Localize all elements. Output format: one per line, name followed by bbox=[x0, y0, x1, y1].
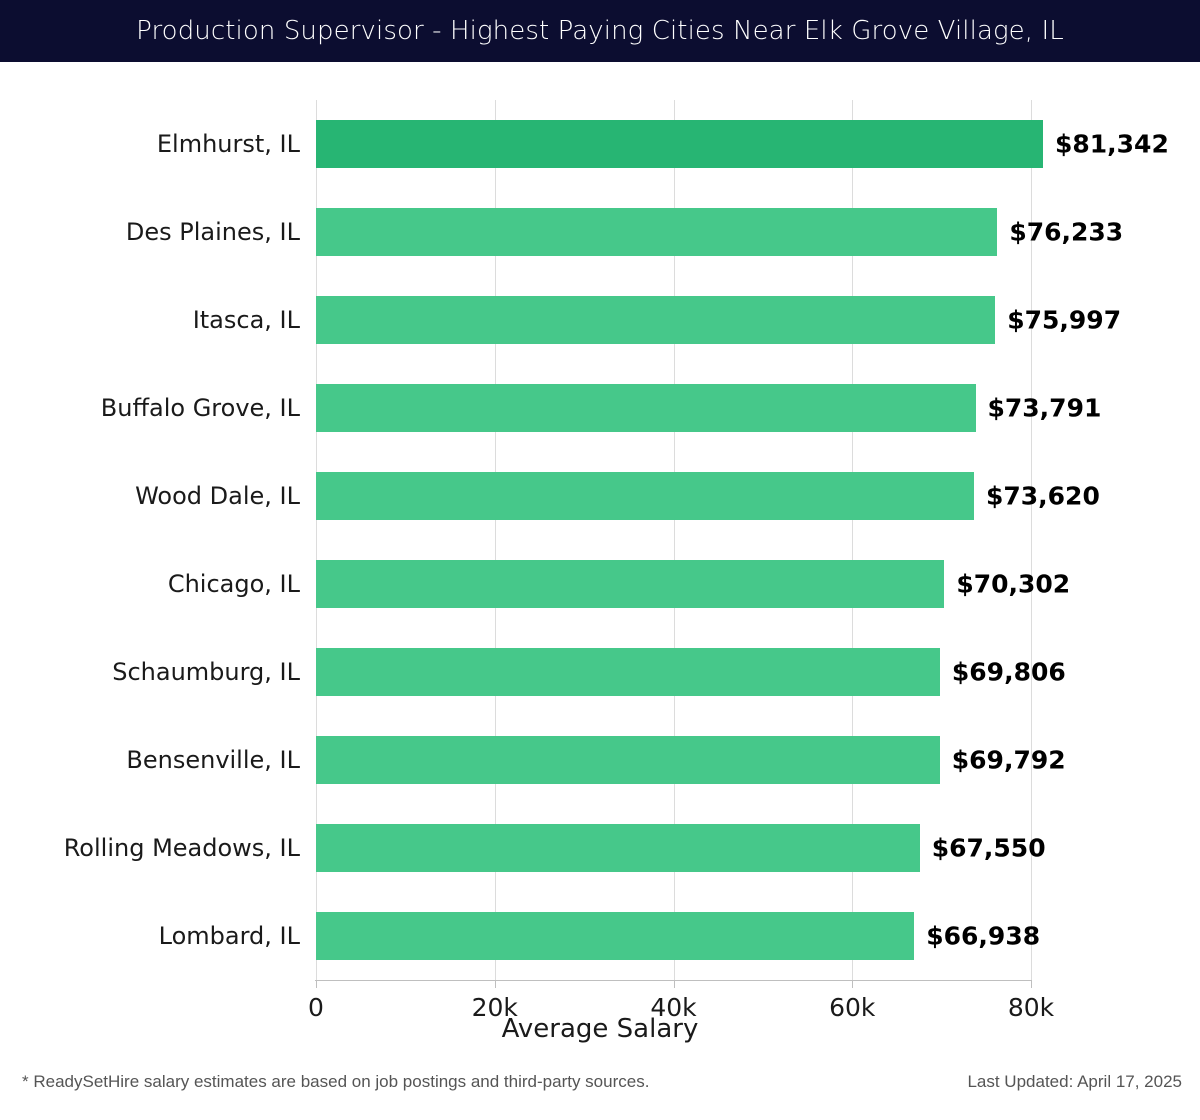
x-axis-title: Average Salary bbox=[501, 1014, 699, 1044]
bar-row[interactable]: $73,620 bbox=[316, 472, 1100, 520]
bar[interactable] bbox=[316, 736, 940, 784]
x-tick-mark bbox=[673, 980, 675, 988]
x-tick-label: 0 bbox=[308, 993, 324, 1022]
x-tick-label: 20k bbox=[471, 993, 518, 1022]
plot-area: 0 20k 40k 60k 80k $81,342 $76,233 $75,997 $73,7… bbox=[308, 100, 1169, 1022]
chart-footer: * ReadySetHire salary estimates are base… bbox=[0, 1072, 1200, 1120]
x-tick-label: 60k bbox=[829, 993, 876, 1022]
y-axis-label-slot: Bensenville, IL bbox=[0, 736, 316, 784]
y-axis-category-label: Elmhurst, IL bbox=[156, 130, 300, 158]
y-axis-label-slot: Itasca, IL bbox=[0, 296, 316, 344]
footer-disclaimer: * ReadySetHire salary estimates are base… bbox=[22, 1072, 650, 1091]
x-tick-mark bbox=[852, 980, 854, 988]
y-axis-category-label: Chicago, IL bbox=[167, 570, 300, 598]
bar-value-label: $69,806 bbox=[951, 657, 1066, 687]
bar-row[interactable]: $81,342 bbox=[316, 120, 1169, 168]
y-axis-category-label: Itasca, IL bbox=[192, 306, 300, 334]
y-axis-category-label: Lombard, IL bbox=[158, 922, 300, 950]
y-axis-category-label: Schaumburg, IL bbox=[112, 658, 300, 686]
bar[interactable] bbox=[316, 472, 974, 520]
y-axis-category-label: Wood Dale, IL bbox=[135, 482, 300, 510]
y-axis-category-label: Bensenville, IL bbox=[126, 746, 300, 774]
y-axis-label-slot: Elmhurst, IL bbox=[0, 120, 316, 168]
bar[interactable] bbox=[316, 384, 976, 432]
bar[interactable] bbox=[316, 648, 940, 696]
y-axis-label-slot: Buffalo Grove, IL bbox=[0, 384, 316, 432]
bar-value-label: $73,620 bbox=[985, 481, 1100, 511]
y-axis-label-slot: Schaumburg, IL bbox=[0, 648, 316, 696]
gridline bbox=[852, 100, 854, 980]
y-axis-label-slot: Lombard, IL bbox=[0, 912, 316, 960]
y-axis-label-slot: Rolling Meadows, IL bbox=[0, 824, 316, 872]
bar[interactable] bbox=[316, 208, 998, 256]
bar-row[interactable]: $67,550 bbox=[316, 824, 1046, 872]
bar-row[interactable]: $75,997 bbox=[316, 296, 1121, 344]
y-axis-label-slot: Wood Dale, IL bbox=[0, 472, 316, 520]
bar[interactable] bbox=[316, 296, 996, 344]
x-tick-label: 40k bbox=[650, 993, 697, 1022]
bar-row[interactable]: $69,792 bbox=[316, 736, 1066, 784]
x-tick-mark bbox=[316, 980, 317, 988]
bar[interactable] bbox=[316, 560, 945, 608]
bar-row[interactable]: $73,791 bbox=[316, 384, 1101, 432]
bar[interactable] bbox=[316, 912, 915, 960]
bar-value-label: $67,550 bbox=[931, 833, 1046, 863]
bar[interactable] bbox=[316, 120, 1043, 168]
bar[interactable] bbox=[316, 824, 920, 872]
y-axis-category-label: Des Plaines, IL bbox=[125, 218, 300, 246]
bar-row[interactable]: $66,938 bbox=[316, 912, 1040, 960]
chart-canvas: 0 20k 40k 60k 80k $81,342 $76,233 $75,997 $73,7… bbox=[0, 62, 1200, 1062]
x-tick-mark bbox=[1031, 980, 1032, 988]
bar-value-label: $70,302 bbox=[956, 569, 1071, 599]
bar-value-label: $75,997 bbox=[1007, 305, 1122, 335]
bar-row[interactable]: $69,806 bbox=[316, 648, 1066, 696]
bar-value-label: $69,792 bbox=[951, 745, 1066, 775]
x-tick-label: 80k bbox=[1007, 993, 1055, 1022]
y-axis-label-slot: Des Plaines, IL bbox=[0, 208, 316, 256]
footer-last-updated: Last Updated: April 17, 2025 bbox=[967, 1072, 1182, 1091]
y-axis-category-label: Buffalo Grove, IL bbox=[100, 394, 300, 422]
bar-row[interactable]: $70,302 bbox=[316, 560, 1070, 608]
gridline bbox=[316, 100, 317, 980]
x-tick-mark bbox=[494, 980, 496, 988]
y-axis-category-label: Rolling Meadows, IL bbox=[63, 834, 300, 862]
gridline bbox=[673, 100, 675, 980]
bar-value-label: $76,233 bbox=[1009, 217, 1124, 247]
gridline bbox=[1031, 100, 1032, 980]
bar-value-label: $66,938 bbox=[926, 921, 1041, 951]
bar-row[interactable]: $76,233 bbox=[316, 208, 1123, 256]
bar-value-label: $81,342 bbox=[1054, 129, 1169, 159]
chart-header-bar: Production Supervisor - Highest Paying C… bbox=[0, 0, 1200, 62]
y-axis-label-slot: Chicago, IL bbox=[0, 560, 316, 608]
gridline bbox=[494, 100, 496, 980]
bar-value-label: $73,791 bbox=[987, 393, 1102, 423]
page-title: Production Supervisor - Highest Paying C… bbox=[136, 16, 1064, 46]
x-axis-line bbox=[315, 980, 1031, 981]
